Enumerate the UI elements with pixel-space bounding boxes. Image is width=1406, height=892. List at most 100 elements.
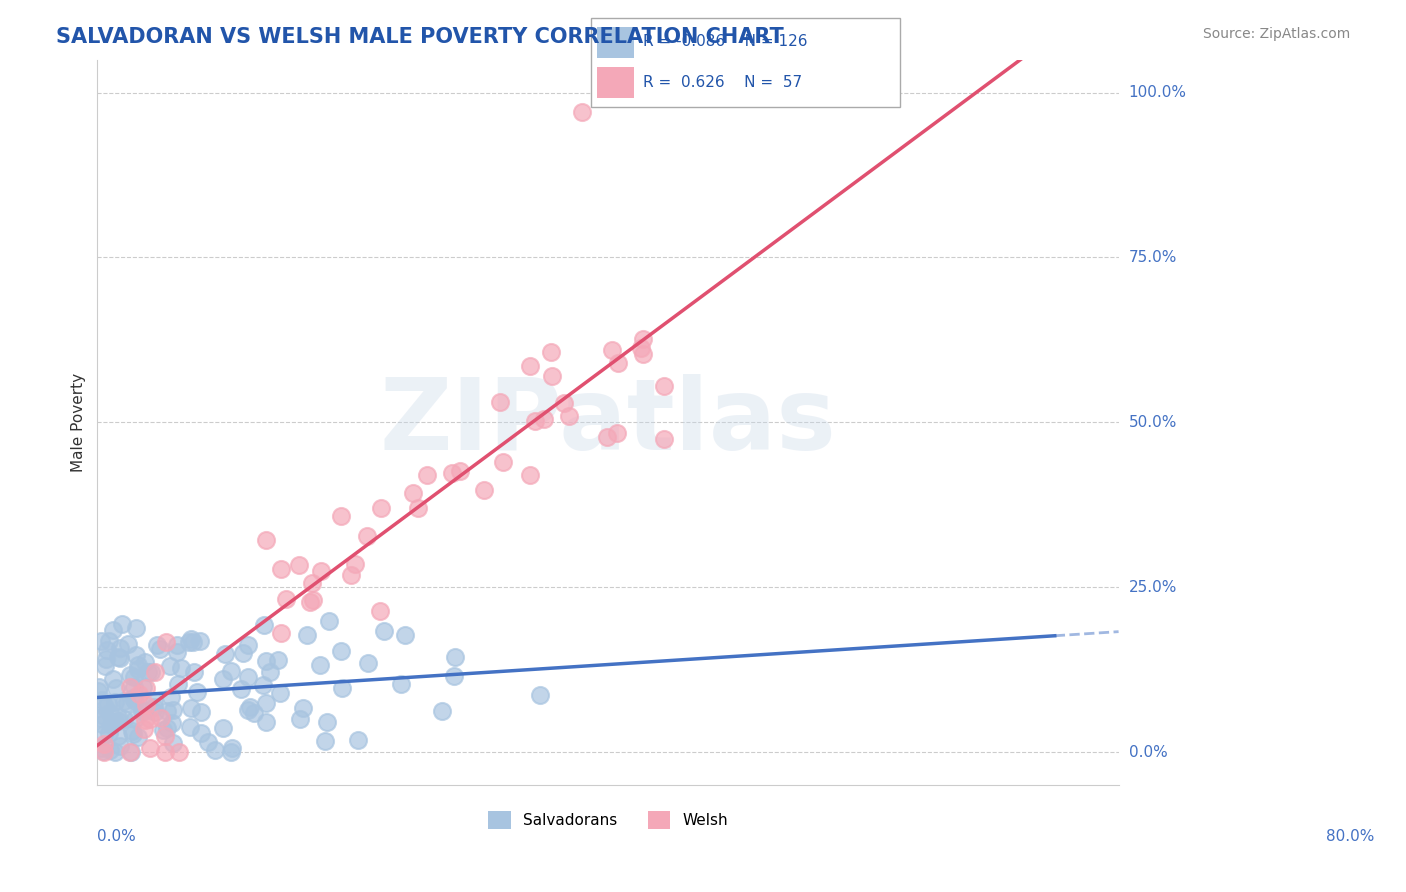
Point: [131, 704, 153, 718]
Point: [100, 718, 122, 732]
Point: [153, 745, 176, 759]
Point: [89, 711, 111, 725]
Point: [394, 628, 416, 642]
Point: [93, 727, 115, 741]
Point: [107, 714, 129, 729]
Bar: [596, 27, 634, 58]
Legend: Salvadorans, Welsh: Salvadorans, Welsh: [481, 805, 734, 836]
Point: [540, 345, 562, 359]
Point: [441, 466, 464, 480]
Point: [239, 699, 262, 714]
Point: [101, 623, 124, 637]
Point: [108, 650, 131, 665]
Point: [288, 558, 311, 573]
Point: [232, 646, 254, 660]
Point: [162, 703, 184, 717]
Point: [112, 694, 135, 708]
Point: [117, 637, 139, 651]
Point: [98, 743, 121, 757]
Point: [332, 681, 354, 695]
Point: [472, 483, 495, 497]
Point: [127, 657, 149, 672]
Point: [211, 672, 233, 686]
Point: [301, 576, 323, 591]
Point: [309, 657, 332, 672]
Point: [186, 685, 208, 699]
Point: [121, 690, 143, 705]
Point: [132, 704, 155, 718]
Point: [259, 665, 281, 679]
Point: [94, 700, 117, 714]
Point: [143, 705, 166, 719]
Point: [93, 745, 115, 759]
Point: [105, 681, 128, 695]
Point: [340, 568, 363, 582]
Point: [389, 676, 412, 690]
Point: [179, 721, 201, 735]
Point: [124, 712, 146, 726]
Point: [219, 745, 242, 759]
Point: [252, 618, 274, 632]
Point: [600, 343, 623, 357]
Point: [541, 368, 564, 383]
Point: [90, 741, 112, 756]
Point: [120, 745, 142, 759]
Point: [519, 359, 541, 373]
Text: 0.0%: 0.0%: [97, 829, 136, 844]
Point: [370, 501, 392, 516]
Point: [254, 696, 277, 710]
Point: [145, 638, 167, 652]
Point: [159, 659, 181, 673]
Point: [124, 694, 146, 708]
Point: [112, 712, 135, 726]
Point: [489, 395, 512, 409]
Point: [118, 668, 141, 682]
Point: [302, 593, 325, 607]
Point: [107, 650, 129, 665]
Text: R = -0.086    N = 126: R = -0.086 N = 126: [643, 35, 807, 49]
Point: [121, 723, 143, 738]
Point: [89, 681, 111, 695]
Point: [96, 643, 118, 657]
Point: [128, 687, 150, 701]
Point: [254, 655, 277, 669]
Point: [162, 716, 184, 731]
Point: [104, 745, 127, 759]
Point: [143, 699, 166, 714]
Point: [373, 624, 395, 639]
Bar: [596, 67, 634, 98]
Point: [188, 633, 211, 648]
Point: [254, 533, 277, 548]
Point: [571, 105, 593, 120]
Point: [139, 712, 162, 726]
Point: [596, 430, 619, 444]
Point: [170, 661, 193, 675]
Point: [143, 694, 166, 708]
Point: [238, 670, 260, 684]
Text: 50.0%: 50.0%: [1129, 415, 1177, 430]
Point: [87, 684, 110, 698]
Point: [266, 653, 288, 667]
Point: [558, 409, 581, 423]
Point: [221, 740, 243, 755]
Point: [529, 688, 551, 702]
Point: [124, 670, 146, 684]
Point: [139, 740, 162, 755]
Point: [98, 706, 121, 721]
Point: [606, 426, 628, 441]
Point: [162, 736, 184, 750]
Point: [180, 632, 202, 647]
Text: 75.0%: 75.0%: [1129, 250, 1177, 265]
Point: [121, 727, 143, 741]
Point: [167, 677, 190, 691]
Point: [314, 734, 336, 748]
Point: [197, 734, 219, 748]
Point: [309, 564, 332, 578]
Point: [108, 739, 131, 754]
Point: [150, 711, 173, 725]
Point: [180, 701, 202, 715]
Point: [443, 669, 465, 683]
Point: [131, 680, 153, 694]
Point: [125, 621, 148, 635]
Point: [181, 634, 204, 648]
